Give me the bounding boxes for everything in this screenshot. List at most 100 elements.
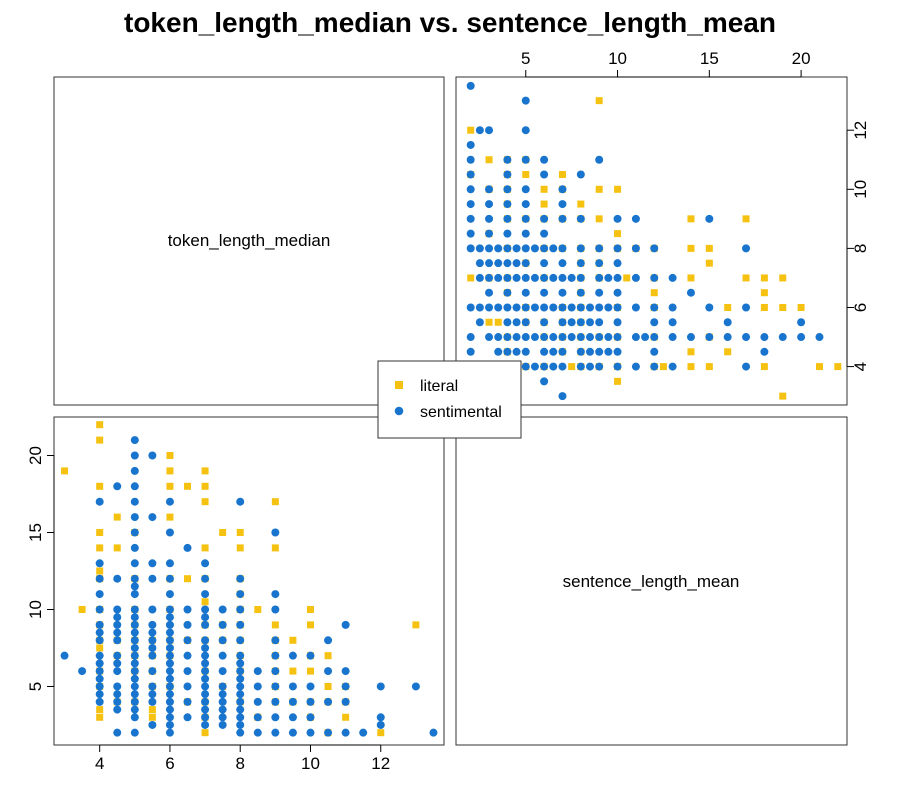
point-sentimental — [148, 720, 157, 729]
point-sentimental — [183, 713, 192, 722]
point-sentimental — [341, 728, 350, 737]
point-sentimental — [466, 200, 475, 209]
tick-label-bottom: 6 — [165, 754, 174, 773]
point-sentimental — [253, 728, 262, 737]
point-sentimental — [201, 720, 210, 729]
point-sentimental — [201, 605, 210, 614]
point-sentimental — [668, 273, 677, 282]
point-sentimental — [130, 690, 139, 699]
point-literal — [742, 215, 750, 223]
point-literal — [760, 289, 768, 297]
point-sentimental — [201, 667, 210, 676]
point-sentimental — [271, 728, 280, 737]
point-literal — [201, 498, 209, 506]
point-sentimental — [705, 303, 714, 312]
point-literal — [614, 377, 622, 385]
point-sentimental — [558, 214, 567, 223]
point-sentimental — [113, 605, 122, 614]
point-literal — [113, 544, 121, 552]
point-sentimental — [218, 651, 227, 660]
point-literal — [522, 171, 530, 179]
point-sentimental — [558, 303, 567, 312]
point-sentimental — [271, 636, 280, 645]
point-sentimental — [558, 244, 567, 253]
point-sentimental — [576, 318, 585, 327]
point-sentimental — [165, 497, 174, 506]
point-literal — [742, 274, 750, 282]
point-sentimental — [503, 244, 512, 253]
point-sentimental — [466, 170, 475, 179]
point-sentimental — [595, 303, 604, 312]
legend-sentimental-label: sentimental — [420, 404, 502, 421]
point-literal — [779, 274, 787, 282]
point-sentimental — [236, 590, 245, 599]
point-sentimental — [148, 559, 157, 568]
tick-label-top: 20 — [792, 49, 811, 68]
point-sentimental — [271, 682, 280, 691]
point-sentimental — [201, 674, 210, 683]
points-bottom-left — [60, 421, 438, 737]
point-sentimental — [485, 273, 494, 282]
point-sentimental — [668, 333, 677, 342]
point-sentimental — [586, 318, 595, 327]
point-literal — [485, 156, 493, 164]
point-literal — [724, 303, 732, 311]
point-literal — [540, 200, 548, 208]
point-sentimental — [686, 288, 695, 297]
point-sentimental — [650, 362, 659, 371]
point-sentimental — [306, 728, 315, 737]
point-sentimental — [586, 362, 595, 371]
point-sentimental — [236, 574, 245, 583]
point-sentimental — [183, 636, 192, 645]
point-literal — [623, 274, 631, 282]
point-sentimental — [165, 674, 174, 683]
point-sentimental — [218, 682, 227, 691]
point-sentimental — [485, 333, 494, 342]
point-sentimental — [341, 682, 350, 691]
point-sentimental — [512, 273, 521, 282]
point-sentimental — [613, 347, 622, 356]
point-sentimental — [324, 667, 333, 676]
point-sentimental — [148, 690, 157, 699]
point-sentimental — [549, 347, 558, 356]
point-sentimental — [165, 713, 174, 722]
point-sentimental — [540, 347, 549, 356]
point-sentimental — [613, 259, 622, 268]
point-sentimental — [95, 628, 104, 637]
point-sentimental — [306, 697, 315, 706]
point-sentimental — [165, 651, 174, 660]
point-literal — [659, 363, 667, 371]
point-sentimental — [341, 620, 350, 629]
point-sentimental — [494, 347, 503, 356]
point-sentimental — [165, 728, 174, 737]
point-literal — [705, 363, 713, 371]
point-literal — [306, 667, 314, 675]
point-sentimental — [503, 259, 512, 268]
point-literal — [306, 621, 314, 629]
point-literal — [201, 544, 209, 552]
point-literal — [467, 274, 475, 282]
point-sentimental — [466, 303, 475, 312]
point-literal — [184, 575, 192, 583]
point-sentimental — [183, 605, 192, 614]
point-sentimental — [236, 651, 245, 660]
point-literal — [568, 363, 576, 371]
point-literal — [96, 706, 104, 714]
point-sentimental — [113, 667, 122, 676]
point-sentimental — [613, 214, 622, 223]
point-sentimental — [60, 651, 69, 660]
point-sentimental — [503, 333, 512, 342]
point-sentimental — [341, 697, 350, 706]
point-sentimental — [341, 667, 350, 676]
point-literal — [289, 667, 297, 675]
tick-label-bottom: 4 — [95, 754, 104, 773]
point-sentimental — [165, 605, 174, 614]
point-sentimental — [130, 636, 139, 645]
point-sentimental — [95, 674, 104, 683]
point-sentimental — [521, 303, 530, 312]
point-sentimental — [475, 273, 484, 282]
point-sentimental — [705, 333, 714, 342]
point-sentimental — [148, 682, 157, 691]
point-literal — [96, 644, 104, 652]
point-sentimental — [165, 528, 174, 537]
